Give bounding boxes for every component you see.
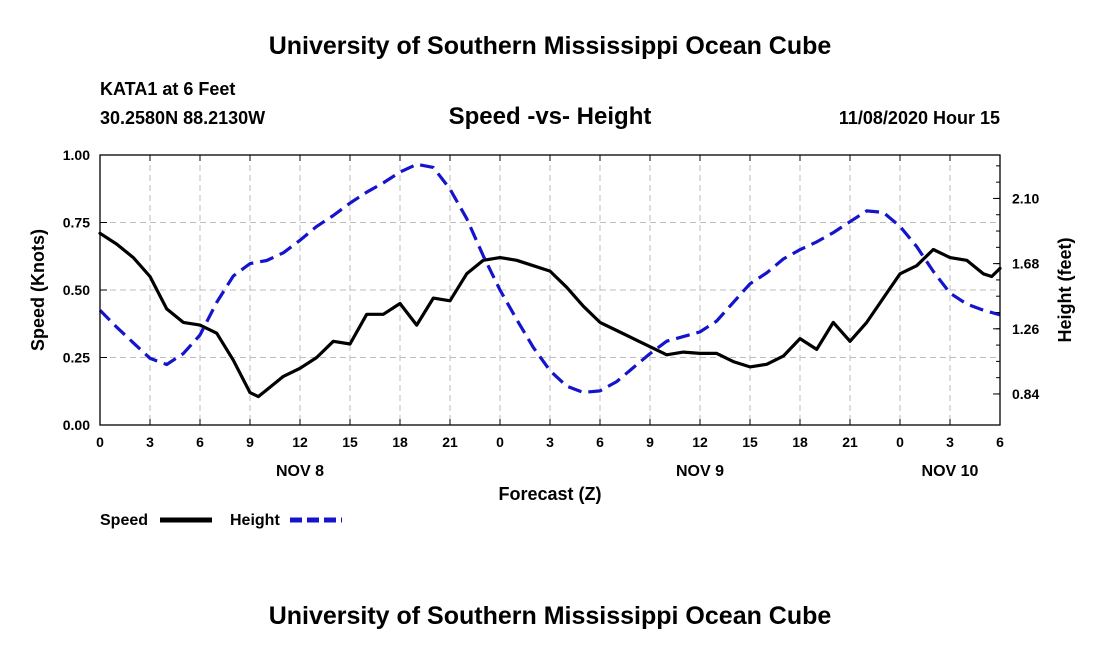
y-tick-label: 0.25 [63,350,90,366]
x-tick-label: 3 [546,434,554,450]
y-tick-label: 0.00 [63,417,90,433]
legend: Speed Height [100,512,342,529]
x-tick-label: 18 [392,434,408,450]
date-label: NOV 8 [276,463,324,480]
x-tick-label: 15 [342,434,358,450]
x-tick-label: 3 [146,434,154,450]
x-tick-label: 6 [996,434,1004,450]
x-tick-label: 18 [792,434,808,450]
x-tick-label: 12 [292,434,308,450]
x-tick-label: 21 [842,434,858,450]
x-tick-label: 12 [692,434,708,450]
data-series [98,162,1002,399]
x-axis-title: Forecast (Z) [498,484,601,504]
y2-tick-label: 1.68 [1012,256,1039,272]
date-label: NOV 9 [676,463,724,480]
chart-footer-title: University of Southern Mississippi Ocean… [269,602,832,630]
y-axis-title: Speed (Knots) [28,229,48,351]
grid-lines [100,155,1000,425]
chart-header-title: University of Southern Mississippi Ocean… [269,32,832,60]
y2-tick-label: 2.10 [1012,190,1039,206]
x-tick-label: 9 [646,434,654,450]
y-tick-label: 0.75 [63,215,90,231]
axis-tick-labels: 0 3 6 9 12 15 18 21 0 3 6 9 12 15 18 21 0 3 6 0.00 0.25 0.50 0… [63,147,1040,480]
legend-height-label: Height [230,512,280,529]
forecast-datetime: 11/08/2020 Hour 15 [839,108,1000,128]
chart-subtitle: Speed -vs- Height [449,103,652,130]
x-tick-label: 6 [596,434,604,450]
x-tick-label: 0 [96,434,104,450]
y-tick-label: 1.00 [63,147,90,163]
x-tick-label: 9 [246,434,254,450]
x-tick-label: 0 [496,434,504,450]
x-tick-label: 6 [196,434,204,450]
axis-ticks [99,154,1001,426]
date-label: NOV 10 [922,463,979,480]
height-series-line [98,162,1001,394]
y-tick-label: 0.50 [63,282,90,298]
station-label: KATA1 at 6 Feet [100,79,235,99]
x-tick-label: 3 [946,434,954,450]
y2-tick-label: 1.26 [1012,321,1039,337]
x-tick-label: 15 [742,434,758,450]
y2-axis-title: Height (feet) [1055,238,1075,343]
x-tick-label: 0 [896,434,904,450]
legend-speed-label: Speed [100,512,148,529]
station-coords: 30.2580N 88.2130W [100,108,265,128]
speed-series-line [98,231,1002,399]
x-tick-label: 21 [442,434,458,450]
y2-tick-label: 0.84 [1012,386,1039,402]
